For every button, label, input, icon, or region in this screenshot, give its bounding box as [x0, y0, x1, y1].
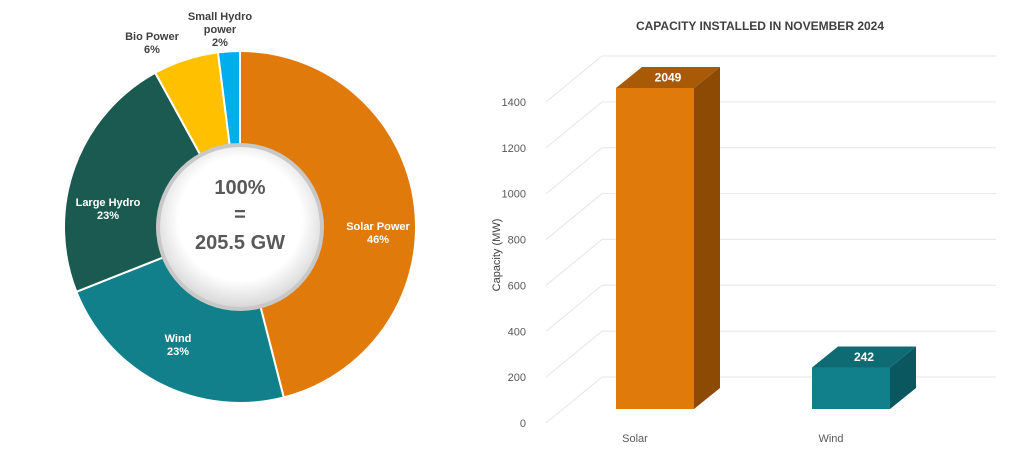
- gridline-side: [545, 284, 603, 332]
- data-label-wind: 242: [854, 350, 874, 364]
- donut-chart: Solar Power 46% Wind 23% Large Hydro 23% Bio P…: [63, 11, 417, 404]
- gridline-side: [545, 330, 603, 378]
- donut-center-line-2: =: [234, 204, 246, 226]
- y-tick-label: 1400: [502, 97, 526, 109]
- donut-hole: [160, 147, 320, 307]
- bar-side-wind: [890, 346, 916, 409]
- y-axis-label: Capacity (MW): [491, 219, 503, 292]
- y-tick-label: 0: [520, 418, 526, 430]
- donut-center: 100% = 205.5 GW: [195, 177, 285, 254]
- bar-side-solar: [694, 67, 720, 409]
- donut-label-large-hydro: Large Hydro 23%: [76, 197, 141, 222]
- gridline-side: [545, 147, 603, 195]
- bar-solar: [616, 88, 694, 409]
- bar-chart: 0 200 400 600 800 1000 1200 1400 2049 Solar 242 Win…: [502, 55, 996, 445]
- donut-center-line-3: 205.5 GW: [195, 232, 285, 254]
- y-tick-label: 800: [508, 235, 526, 247]
- y-tick-label: 400: [508, 326, 526, 338]
- y-tick-label: 600: [508, 280, 526, 292]
- gridline-side: [545, 55, 603, 103]
- data-label-solar: 2049: [655, 71, 682, 85]
- donut-label-wind: Wind 23%: [165, 333, 192, 358]
- bar-top-solar: [616, 67, 720, 88]
- gridline-side: [545, 101, 603, 149]
- gridline-side: [545, 239, 603, 286]
- y-tick-label: 200: [508, 372, 526, 384]
- donut-label-solar-power: Solar Power 46%: [346, 221, 410, 246]
- donut-label-small-hydro-power: Small Hydro power 2%: [188, 11, 252, 49]
- gridline-side: [545, 376, 603, 424]
- donut-center-line-1: 100%: [214, 177, 265, 199]
- x-tick-label-wind: Wind: [818, 433, 843, 445]
- y-tick-label: 1200: [502, 143, 526, 155]
- donut-label-bio-power: Bio Power 6%: [125, 31, 180, 56]
- gridline-side: [545, 193, 603, 240]
- x-tick-label-solar: Solar: [622, 433, 648, 445]
- y-tick-label: 1000: [502, 189, 526, 201]
- bar-wind: [812, 367, 890, 409]
- bar-top-wind: [812, 346, 916, 368]
- bar-chart-title: CAPACITY INSTALLED IN NOVEMBER 2024: [636, 19, 884, 33]
